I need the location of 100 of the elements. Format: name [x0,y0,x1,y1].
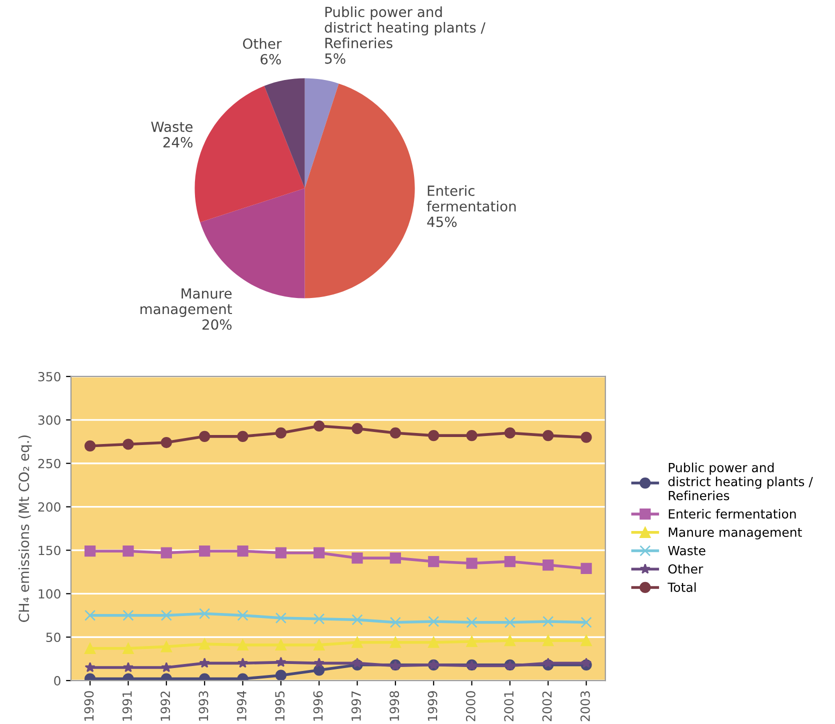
point [352,658,363,668]
legend-label: Manure management [668,528,802,540]
point [199,638,210,650]
point [352,614,363,626]
point [504,427,516,439]
y-tick-label: 300 [38,415,60,425]
y-tick-label: 150 [38,546,60,556]
slice-label: Waste [151,122,193,132]
x-tick-label: 1993 [198,691,208,721]
y-tick-label: 250 [38,458,60,468]
point [580,432,592,443]
x-tick-label: 1999 [428,691,438,721]
point [390,427,401,439]
point [84,662,96,672]
point [84,610,96,621]
x-tick-label: 1992 [160,692,170,721]
point [352,423,363,434]
slice-label: Other [243,38,282,49]
data-label: 20% [202,319,232,330]
y-tick-label: 100 [38,589,60,599]
y-tick-label: 350 [38,372,60,382]
point [542,616,554,628]
point [504,616,516,628]
x-tick-label: 1998 [390,691,400,721]
slice-label: Manure management [140,288,232,317]
x-tick-label: 1990 [84,691,94,721]
point [160,547,172,558]
point [122,610,134,621]
point [314,613,325,624]
point [428,556,440,568]
slice-label: Enteric fermentation [426,185,516,212]
y-axis-title: CH₄ emissions (Mt CO₂ eq.) [18,436,32,622]
point [580,562,592,574]
point [275,547,286,558]
point [275,639,286,650]
point [428,616,440,628]
x-tick-label: 1994 [236,690,246,721]
legend-label: Enteric fermentation [668,508,796,519]
point [542,430,554,442]
point [122,438,134,450]
x-tick-label: 2003 [580,691,590,722]
x-tick-label: 1991 [122,691,132,721]
point [390,616,401,628]
point [199,546,210,557]
point [237,658,248,668]
point [428,636,440,648]
point [237,610,248,621]
data-label: 5% [325,53,346,64]
data-label: 45% [427,216,457,228]
legend-label: Public power and district heating plants / Refineries [668,462,813,500]
point [199,608,210,620]
pie-slice [304,84,415,298]
point [314,547,325,558]
x-tick-label: 2000 [466,691,476,722]
point [84,642,96,654]
data-label: 6% [260,54,281,64]
point [390,636,401,648]
y-tick-label: 200 [38,502,60,512]
point [199,658,210,668]
point [352,636,363,648]
point [275,612,286,624]
point [314,658,324,668]
x-tick-label: 2002 [542,692,552,722]
point [160,641,172,652]
point [84,440,96,452]
point [160,436,172,448]
point [237,430,248,442]
point [466,558,478,569]
point [466,430,478,442]
slice-label: Public power and district heating plants / Refineries [324,6,486,48]
point [199,430,210,442]
point [276,656,286,667]
point [542,635,554,646]
x-tick-label: 2001 [504,691,514,722]
point [542,658,554,668]
point [122,546,134,557]
point [390,552,401,564]
data-label: 24% [163,137,192,148]
point [466,616,478,628]
point [160,610,172,621]
point [122,642,134,654]
point [161,662,172,672]
point [275,670,286,681]
x-tick-label: 1997 [351,691,361,721]
point [466,636,478,648]
point [504,556,516,568]
point [580,658,592,668]
legend-label: Total [668,582,696,592]
point [84,546,96,557]
point [237,546,248,557]
point [542,559,554,571]
y-tick-label: 0 [54,676,60,686]
point [314,420,325,432]
point [504,635,516,646]
point [275,427,286,439]
y-tick-label: 50 [46,632,60,642]
point [314,639,325,650]
point [122,662,134,672]
point [580,616,592,628]
legend-label: Waste [668,546,706,556]
